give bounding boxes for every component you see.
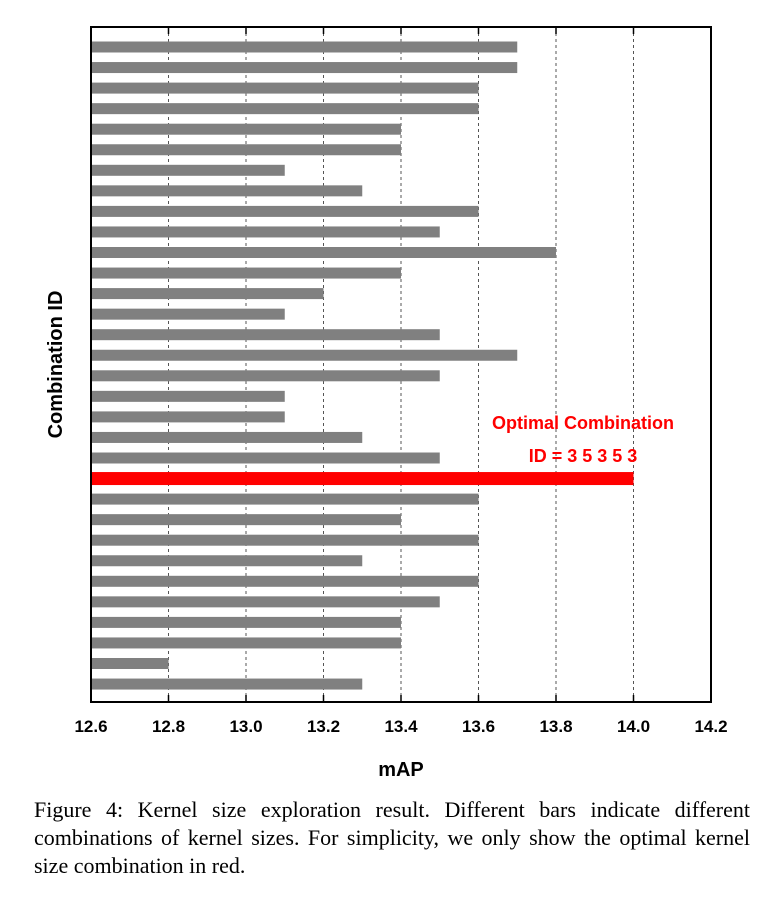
- bar: [91, 247, 556, 258]
- bar: [91, 575, 479, 587]
- bar: [91, 431, 363, 443]
- bar: [91, 637, 401, 649]
- bar: [91, 144, 401, 156]
- bar: [91, 267, 401, 279]
- x-tick-label: 14.0: [617, 717, 650, 736]
- bar: [91, 596, 440, 608]
- bar: [91, 185, 363, 197]
- grid-lines: [168, 27, 634, 702]
- bar: [91, 370, 440, 382]
- bar: [91, 658, 169, 669]
- bar: [91, 534, 479, 546]
- x-tick-label: 13.4: [384, 717, 418, 736]
- bar: [91, 678, 363, 690]
- bars: [91, 41, 634, 690]
- x-axis-ticks: 12.6 12.8 13.0 13.2 13.4 13.6 13.8 14.0 14.2: [74, 27, 728, 736]
- y-axis-title: Combination ID: [45, 291, 67, 439]
- bar: [91, 82, 479, 94]
- x-tick-label: 13.2: [307, 717, 340, 736]
- x-tick-label: 12.8: [152, 717, 185, 736]
- bar: [91, 205, 479, 217]
- bar: [91, 103, 479, 115]
- bar: [91, 390, 285, 402]
- bar-chart: 12.6 12.8 13.0 13.2 13.4 13.6 13.8 14.0 14.2 mAP…: [45, 26, 728, 781]
- bar: [91, 123, 401, 135]
- x-tick-label: 14.2: [694, 717, 727, 736]
- bar: [91, 493, 479, 505]
- bar: [91, 329, 440, 341]
- bar: [91, 411, 285, 423]
- x-tick-label: 13.8: [539, 717, 572, 736]
- x-tick-label: 12.6: [74, 717, 107, 736]
- bar: [91, 514, 401, 526]
- annotation-line-1: Optimal Combination: [492, 413, 674, 433]
- bar: [91, 164, 285, 176]
- x-axis-title: mAP: [378, 759, 424, 781]
- bar: [91, 349, 518, 361]
- figure-caption: Figure 4: Kernel size exploration result…: [34, 797, 750, 878]
- bar: [91, 226, 440, 238]
- bar: [91, 288, 324, 300]
- bar: [91, 616, 401, 628]
- bar: [91, 308, 285, 320]
- annotation-line-2: ID = 3 5 3 5 3: [529, 446, 638, 466]
- bar: [91, 555, 363, 567]
- bar: [91, 41, 518, 53]
- bar: [91, 62, 518, 74]
- x-tick-label: 13.6: [462, 717, 495, 736]
- x-tick-label: 13.0: [229, 717, 262, 736]
- bar-optimal: [91, 472, 634, 486]
- bar: [91, 452, 440, 464]
